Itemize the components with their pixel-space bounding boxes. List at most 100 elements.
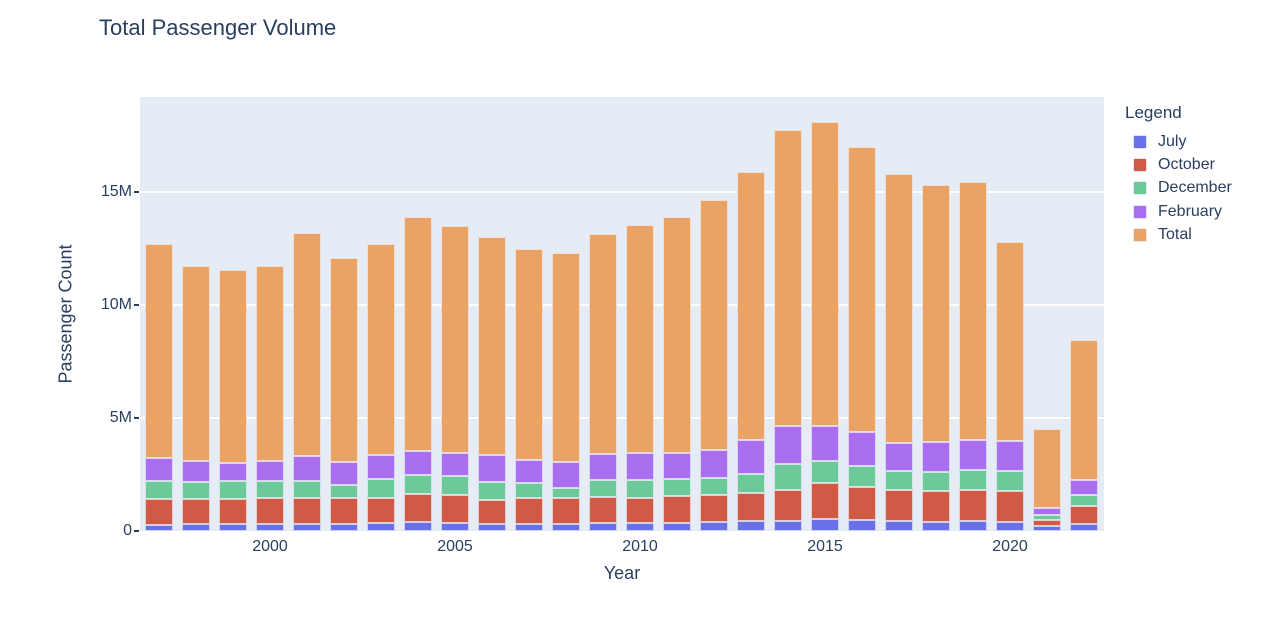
bar-segment-total[interactable]	[663, 217, 691, 454]
bar-segment-february[interactable]	[848, 432, 876, 466]
bar-segment-february[interactable]	[330, 461, 358, 485]
bar-segment-october[interactable]	[922, 490, 950, 522]
bar-segment-december[interactable]	[256, 481, 284, 499]
bar-segment-december[interactable]	[145, 481, 173, 500]
bar-segment-total[interactable]	[700, 200, 728, 450]
bar-segment-february[interactable]	[1033, 507, 1061, 515]
bar-segment-december[interactable]	[293, 480, 321, 498]
bar-segment-october[interactable]	[663, 496, 691, 523]
bar-segment-february[interactable]	[478, 455, 506, 482]
bar-segment-total[interactable]	[996, 241, 1024, 442]
bar-segment-december[interactable]	[663, 478, 691, 497]
bar-segment-october[interactable]	[515, 497, 543, 524]
bar-segment-july[interactable]	[367, 523, 395, 531]
bar-segment-total[interactable]	[145, 244, 173, 458]
bar-segment-february[interactable]	[774, 425, 802, 464]
legend-item-february[interactable]: February	[1125, 200, 1232, 223]
bar-segment-july[interactable]	[959, 521, 987, 531]
bar-segment-february[interactable]	[552, 462, 580, 488]
bar-segment-october[interactable]	[626, 497, 654, 524]
bar-segment-december[interactable]	[589, 479, 617, 498]
bar-segment-october[interactable]	[737, 492, 765, 522]
bar-segment-total[interactable]	[256, 265, 284, 462]
bar-segment-october[interactable]	[145, 499, 173, 525]
bar-segment-total[interactable]	[367, 244, 395, 455]
bar-segment-july[interactable]	[848, 520, 876, 531]
bar-segment-july[interactable]	[219, 524, 247, 531]
bar-segment-total[interactable]	[552, 253, 580, 463]
bar-segment-february[interactable]	[996, 441, 1024, 471]
bar-segment-december[interactable]	[885, 471, 913, 491]
bar-segment-february[interactable]	[700, 449, 728, 478]
bar-segment-july[interactable]	[774, 520, 802, 531]
bar-segment-december[interactable]	[959, 470, 987, 491]
bar-segment-total[interactable]	[774, 130, 802, 426]
bar-segment-july[interactable]	[700, 521, 728, 531]
bar-segment-total[interactable]	[811, 122, 839, 426]
legend-item-july[interactable]: July	[1125, 130, 1232, 153]
bar-segment-october[interactable]	[478, 500, 506, 525]
bar-segment-total[interactable]	[330, 257, 358, 462]
bar-segment-february[interactable]	[515, 459, 543, 483]
bar-segment-total[interactable]	[959, 181, 987, 441]
bar-segment-total[interactable]	[626, 225, 654, 454]
bar-segment-february[interactable]	[737, 440, 765, 474]
bar-segment-july[interactable]	[626, 523, 654, 531]
bar-segment-october[interactable]	[589, 497, 617, 523]
bar-segment-february[interactable]	[404, 450, 432, 475]
bar-segment-december[interactable]	[478, 481, 506, 501]
bar-segment-october[interactable]	[811, 483, 839, 520]
bar-segment-october[interactable]	[1070, 506, 1098, 524]
legend-item-december[interactable]: December	[1125, 177, 1232, 200]
bar-segment-october[interactable]	[700, 495, 728, 522]
bar-segment-total[interactable]	[1033, 428, 1061, 508]
bar-segment-october[interactable]	[182, 498, 210, 525]
bar-segment-total[interactable]	[182, 266, 210, 461]
bar-segment-total[interactable]	[848, 147, 876, 433]
bar-segment-october[interactable]	[404, 494, 432, 523]
legend-item-total[interactable]: Total	[1125, 224, 1232, 247]
bar-segment-december[interactable]	[737, 473, 765, 493]
bar-segment-july[interactable]	[885, 521, 913, 531]
bar-segment-december[interactable]	[441, 476, 469, 496]
bar-segment-february[interactable]	[663, 453, 691, 479]
bar-segment-february[interactable]	[367, 454, 395, 480]
bar-segment-total[interactable]	[293, 232, 321, 457]
bar-segment-december[interactable]	[515, 482, 543, 498]
bar-segment-october[interactable]	[256, 498, 284, 524]
bar-segment-total[interactable]	[1070, 340, 1098, 480]
bar-segment-october[interactable]	[552, 498, 580, 524]
bar-segment-february[interactable]	[922, 441, 950, 472]
bar-segment-july[interactable]	[256, 523, 284, 531]
bar-segment-february[interactable]	[959, 440, 987, 471]
bar-segment-october[interactable]	[1033, 519, 1061, 527]
bar-segment-december[interactable]	[774, 463, 802, 491]
bar-segment-february[interactable]	[293, 456, 321, 481]
bar-segment-july[interactable]	[478, 524, 506, 531]
bar-segment-total[interactable]	[737, 171, 765, 441]
bar-segment-total[interactable]	[922, 184, 950, 442]
bar-segment-july[interactable]	[182, 524, 210, 531]
bar-segment-february[interactable]	[219, 463, 247, 482]
bar-segment-october[interactable]	[293, 497, 321, 525]
bar-segment-december[interactable]	[552, 487, 580, 499]
bar-segment-july[interactable]	[737, 521, 765, 531]
bar-segment-october[interactable]	[774, 490, 802, 521]
bar-segment-july[interactable]	[811, 519, 839, 531]
bar-segment-february[interactable]	[885, 443, 913, 472]
bar-segment-february[interactable]	[256, 461, 284, 482]
bar-segment-total[interactable]	[219, 269, 247, 463]
bar-segment-july[interactable]	[996, 521, 1024, 531]
bar-segment-february[interactable]	[626, 453, 654, 481]
bar-segment-total[interactable]	[515, 249, 543, 460]
legend-item-october[interactable]: October	[1125, 153, 1232, 176]
bar-segment-december[interactable]	[700, 477, 728, 496]
bar-segment-february[interactable]	[1070, 479, 1098, 496]
bar-segment-february[interactable]	[441, 453, 469, 477]
bar-segment-october[interactable]	[848, 487, 876, 521]
bar-segment-october[interactable]	[441, 495, 469, 524]
bar-segment-july[interactable]	[1033, 526, 1061, 531]
bar-segment-july[interactable]	[552, 524, 580, 531]
bar-segment-december[interactable]	[1070, 495, 1098, 507]
bar-segment-december[interactable]	[330, 484, 358, 499]
